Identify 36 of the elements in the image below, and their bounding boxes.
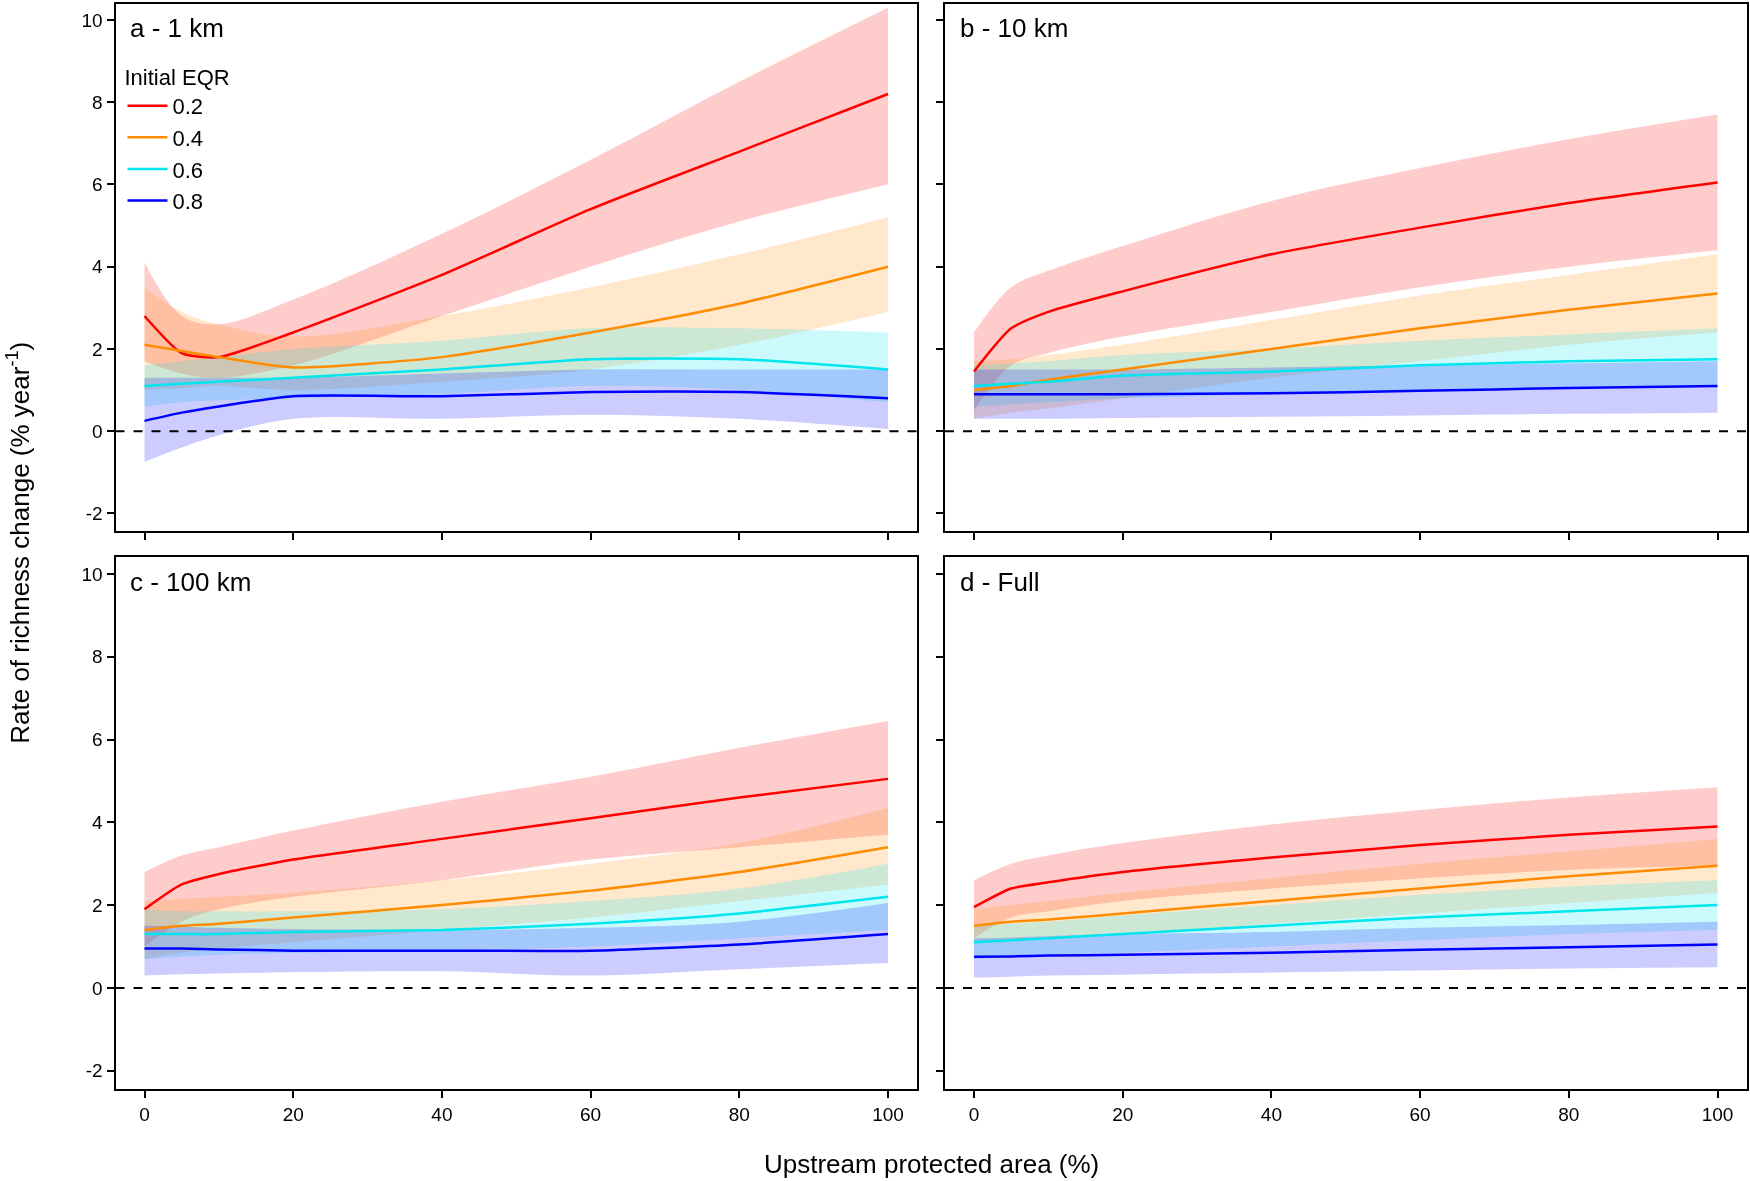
y-tick-label: 4 [92,256,104,278]
y-tick-label: 6 [92,174,103,196]
y-tick-label: 4 [92,811,104,833]
x-tick-label: 40 [1260,1103,1282,1125]
x-axis-title: Upstream protected area (%) [764,1149,1100,1179]
legend-title: Initial EQR [124,64,230,90]
y-tick-label: 10 [81,563,103,585]
y-tick-label: 10 [81,9,103,31]
x-tick-label: 100 [872,1103,904,1125]
chart-title: a - 1 km [130,13,224,43]
y-tick-label: 6 [92,729,103,751]
chart-title: c - 100 km [130,567,252,597]
x-tick-label: 0 [139,1103,150,1125]
x-tick-label: 60 [1409,1103,1431,1125]
x-tick-label: 80 [1558,1103,1580,1125]
y-tick-label: 2 [92,338,103,360]
legend-label: 0.8 [172,189,204,215]
x-tick-label: 60 [580,1103,602,1125]
y-tick-label: -2 [85,1060,103,1082]
x-tick-label: 20 [282,1103,304,1125]
chart-title: b - 10 km [960,13,1069,43]
y-tick-label: 2 [92,894,103,916]
y-tick-label: -2 [85,503,103,525]
x-tick-label: 20 [1112,1103,1134,1125]
y-tick-label: 0 [92,420,103,442]
legend-label: 0.4 [172,125,204,151]
x-tick-label: 100 [1701,1103,1734,1125]
x-tick-label: 40 [431,1103,453,1125]
x-tick-label: 80 [728,1103,750,1125]
legend-label: 0.6 [172,157,204,183]
chart-title: d - Full [960,567,1040,597]
y-tick-label: 0 [92,977,103,999]
y-tick-label: 8 [92,91,103,113]
legend-label: 0.2 [172,94,204,120]
x-tick-label: 0 [968,1103,980,1125]
y-tick-label: 8 [92,646,103,668]
